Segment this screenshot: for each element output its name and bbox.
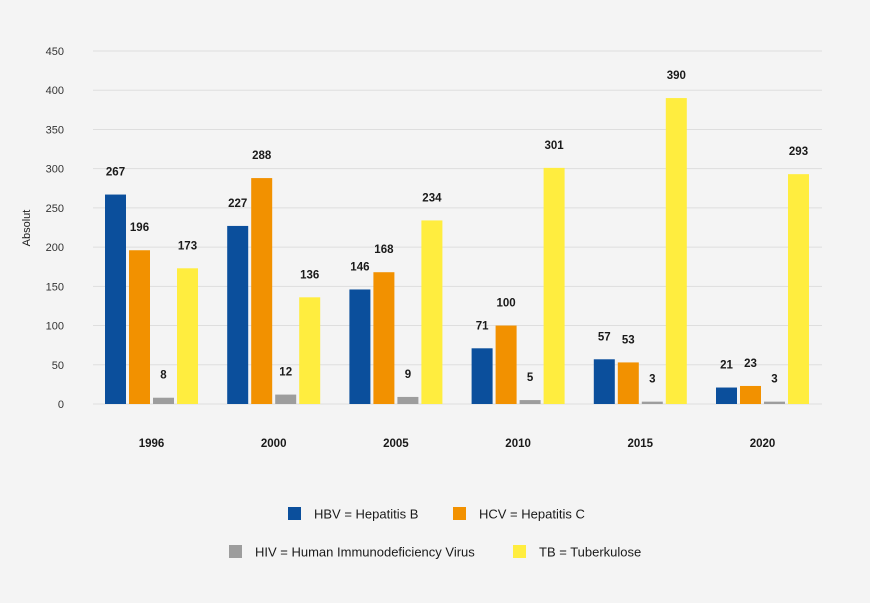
legend-label: HBV = Hepatitis B xyxy=(314,507,418,522)
data-label: 8 xyxy=(160,370,167,382)
data-label: 267 xyxy=(106,167,125,179)
data-label: 9 xyxy=(405,369,411,381)
bar xyxy=(349,289,371,404)
y-tick-label: 300 xyxy=(46,164,64,176)
bar xyxy=(471,348,493,404)
bar xyxy=(519,400,541,404)
y-tick-labels: 0 50 100 150 200 250 300 350 400 450 xyxy=(46,46,64,411)
legend-swatch xyxy=(288,507,301,520)
data-label: 136 xyxy=(300,269,319,281)
data-label: 100 xyxy=(497,298,516,310)
x-tick-label: 2015 xyxy=(628,438,654,450)
data-label: 21 xyxy=(720,360,733,372)
bar xyxy=(129,250,150,404)
y-tick-label: 200 xyxy=(46,242,64,254)
bar xyxy=(543,167,565,404)
bar xyxy=(251,178,273,404)
data-label: 3 xyxy=(649,374,655,386)
data-label: 12 xyxy=(279,367,292,379)
bar xyxy=(617,362,639,404)
legend-swatch xyxy=(453,507,466,520)
data-label: 234 xyxy=(422,192,442,204)
bar xyxy=(299,297,321,404)
data-label: 71 xyxy=(476,320,489,332)
bar xyxy=(764,401,785,404)
data-label: 196 xyxy=(130,222,149,234)
data-label: 146 xyxy=(350,261,369,273)
data-label: 293 xyxy=(789,146,808,158)
x-tick-label: 2020 xyxy=(750,438,776,450)
data-label: 301 xyxy=(545,140,565,152)
bar xyxy=(421,220,443,404)
bars xyxy=(105,98,809,405)
bar xyxy=(593,359,615,404)
data-label: 3 xyxy=(771,374,777,386)
legend-label: HIV = Human Immunodeficiency Virus xyxy=(255,545,475,560)
data-label: 173 xyxy=(178,240,197,252)
y-tick-label: 350 xyxy=(46,124,64,136)
x-tick-label: 2005 xyxy=(383,438,409,450)
legend-swatch xyxy=(513,545,526,558)
data-label: 390 xyxy=(667,70,686,82)
y-tick-label: 100 xyxy=(46,321,64,333)
bar xyxy=(105,194,126,404)
x-tick-label: 1996 xyxy=(139,438,165,450)
bar xyxy=(665,98,687,405)
bar xyxy=(495,325,517,404)
legend-swatch xyxy=(229,545,242,558)
bar xyxy=(373,272,395,404)
y-tick-label: 400 xyxy=(46,85,64,97)
x-tick-labels: 1996 2000 2005 2010 2015 2020 xyxy=(139,438,776,450)
legend: HBV = Hepatitis B HCV = Hepatitis C HIV = … xyxy=(229,507,641,560)
y-tick-label: 250 xyxy=(46,203,64,215)
bar xyxy=(788,174,809,404)
y-axis-label: Absolut xyxy=(21,210,33,247)
y-tick-label: 150 xyxy=(46,281,64,293)
data-label: 168 xyxy=(374,244,394,256)
y-tick-label: 0 xyxy=(58,399,64,411)
bar xyxy=(227,225,249,404)
data-label: 57 xyxy=(598,331,611,343)
legend-label: TB = Tuberkulose xyxy=(539,545,641,560)
data-labels: 267 196 8 173 227 288 12 136 146 168 9 234 71 100 5 301… xyxy=(106,70,808,386)
bar xyxy=(740,385,761,404)
bar xyxy=(153,397,174,404)
bar xyxy=(397,396,419,404)
bar xyxy=(716,387,737,404)
data-label: 5 xyxy=(527,372,534,384)
y-tick-label: 450 xyxy=(46,46,64,58)
x-tick-label: 2000 xyxy=(261,438,287,450)
bar xyxy=(177,268,198,404)
data-label: 53 xyxy=(622,334,635,346)
x-tick-label: 2010 xyxy=(505,438,531,450)
bar xyxy=(641,401,663,404)
y-tick-label: 50 xyxy=(52,360,64,372)
bar xyxy=(275,394,297,404)
data-label: 288 xyxy=(252,150,272,162)
gridlines xyxy=(93,50,822,405)
data-label: 23 xyxy=(744,358,757,370)
legend-label: HCV = Hepatitis C xyxy=(479,507,585,522)
data-label: 227 xyxy=(228,198,247,210)
